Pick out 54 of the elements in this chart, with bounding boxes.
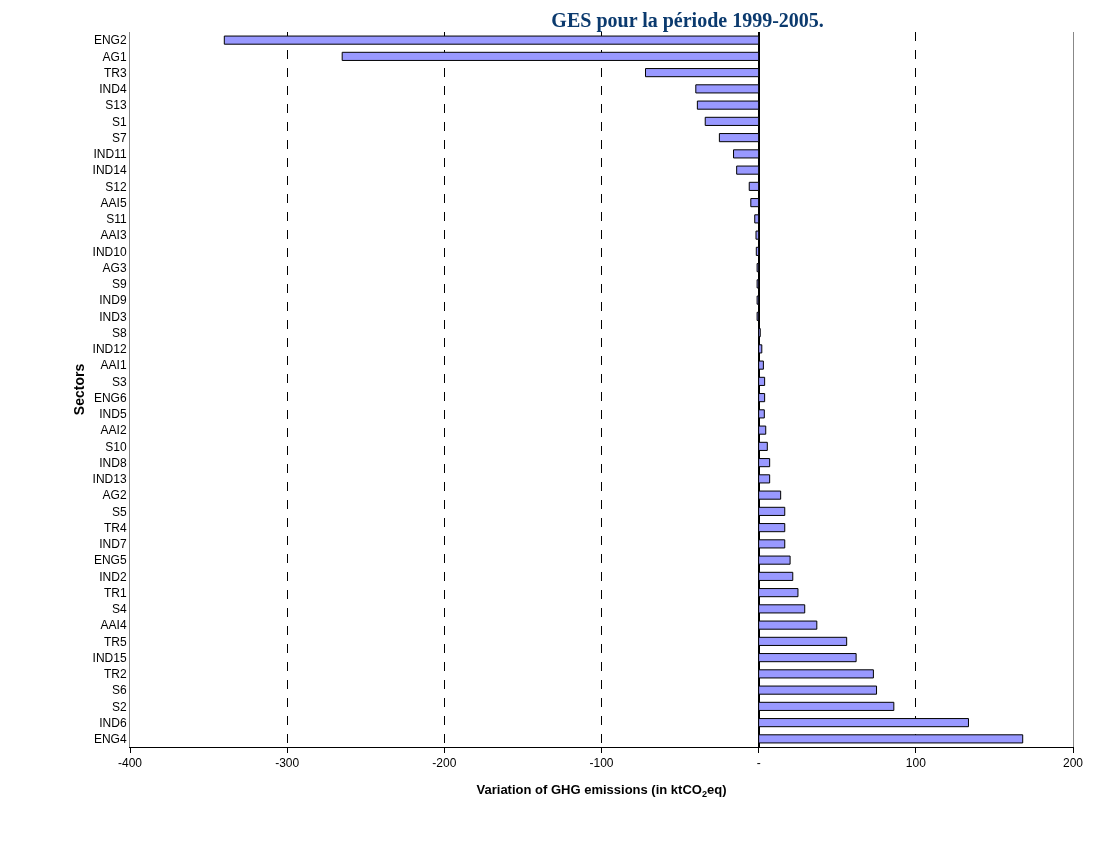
y-tick-label: ENG5: [93, 553, 127, 568]
y-tick-label: S13: [105, 98, 127, 113]
y-tick-label: S7: [111, 130, 127, 145]
y-tick-label: S2: [111, 699, 127, 714]
y-tick-label: IND9: [99, 293, 127, 308]
y-tick-label: ENG2: [93, 33, 127, 48]
y-tick-label: IND8: [99, 455, 127, 470]
y-tick-label: S4: [111, 602, 127, 617]
x-tick-label: -: [756, 756, 761, 771]
y-axis-title: Sectors: [71, 363, 88, 416]
y-tick-label: IND3: [99, 309, 127, 324]
y-tick-label: IND6: [99, 715, 127, 730]
y-tick-label: S11: [106, 212, 127, 227]
y-tick-label: IND5: [99, 407, 127, 422]
y-tick-label: S1: [111, 114, 127, 129]
y-tick-label: IND7: [99, 537, 127, 552]
y-tick-label: AAI4: [100, 618, 127, 633]
y-tick-label: IND2: [99, 569, 127, 584]
x-tick-label: -300: [275, 756, 300, 771]
y-tick-label: IND15: [92, 650, 127, 665]
y-tick-label: S10: [105, 439, 127, 454]
y-tick-label: IND13: [92, 472, 127, 487]
y-tick-label: IND12: [92, 342, 127, 357]
y-tick-label: AG1: [102, 49, 127, 64]
x-axis-title: Variation of GHG emissions (in ktCO$_{2}$eq): [476, 782, 727, 799]
y-tick-label: IND11: [93, 147, 127, 162]
y-tick-label: S9: [111, 277, 127, 292]
y-tick-label: IND10: [92, 244, 127, 259]
y-tick-label: AAI1: [100, 358, 127, 373]
y-tick-label: IND4: [99, 82, 127, 97]
y-tick-label: S3: [111, 374, 127, 389]
y-tick-label: S5: [111, 504, 127, 519]
y-tick-label: TR4: [103, 520, 127, 535]
y-tick-label: AAI5: [100, 195, 127, 210]
x-tick-label: 200: [1062, 756, 1084, 771]
y-tick-label: S8: [111, 325, 127, 340]
x-tick-label: -400: [117, 756, 143, 771]
x-tick-label: 100: [905, 756, 927, 771]
y-tick-label: AG2: [102, 488, 127, 503]
y-tick-label: AAI2: [100, 423, 127, 438]
y-tick-label: TR1: [103, 585, 127, 600]
chart-title: GES pour la période 1999-2005.: [551, 8, 824, 32]
y-tick-label: ENG6: [93, 390, 127, 405]
y-tick-label: TR3: [103, 65, 127, 80]
y-tick-label: TR2: [103, 667, 127, 682]
y-tick-label: S6: [111, 683, 127, 698]
x-tick-label: -100: [589, 756, 614, 771]
x-tick-label: -200: [432, 756, 457, 771]
y-tick-label: TR5: [103, 634, 127, 649]
y-tick-label: IND14: [92, 163, 127, 178]
y-tick-label: S12: [105, 179, 127, 194]
y-tick-label: ENG4: [93, 732, 127, 747]
y-tick-label: AAI3: [100, 228, 127, 243]
y-tick-label: AG3: [102, 260, 127, 275]
